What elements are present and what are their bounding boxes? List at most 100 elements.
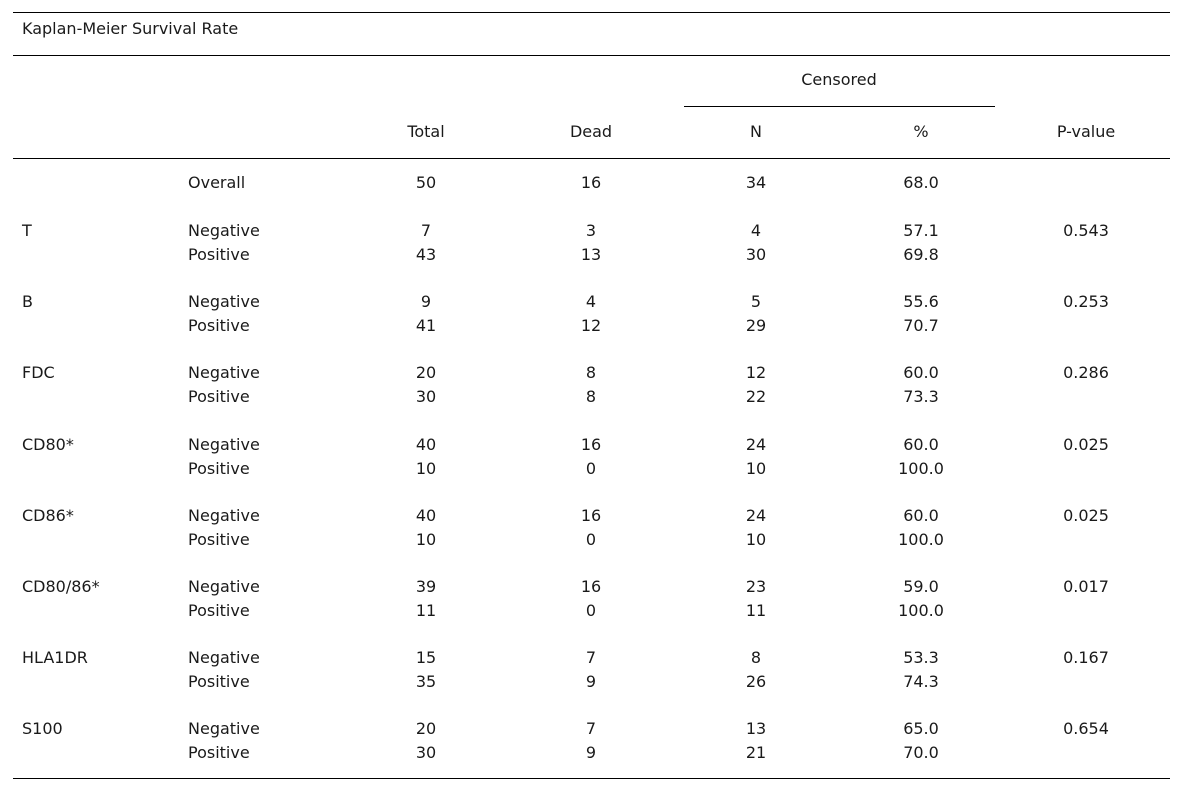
censored-n-cell: 10 [745, 530, 767, 549]
censored-percent-cell: 59.0 [903, 577, 939, 596]
censored-n-cell: 5 [750, 292, 762, 311]
censored-n-cell: 11 [745, 601, 767, 620]
censored-n-cell: 24 [745, 435, 767, 454]
censored-n-cell: 4 [750, 221, 762, 240]
p-value: 0.654 [1063, 719, 1109, 738]
censored-percent-cell: 60.0 [903, 363, 939, 382]
dead-cell: 8 [585, 363, 597, 382]
status-label: Positive [188, 316, 250, 335]
censored-percent-cell: 53.3 [903, 648, 939, 667]
status-label: Negative [188, 719, 260, 738]
table-top-rule [13, 12, 1170, 13]
p-value: 0.017 [1063, 577, 1109, 596]
censored-span-rule [684, 106, 995, 107]
status-label: Negative [188, 506, 260, 525]
status-label: Positive [188, 672, 250, 691]
censored-percent-cell: 69.8 [903, 245, 939, 264]
status-label: Negative [188, 363, 260, 382]
p-value: 0.025 [1063, 435, 1109, 454]
status-label: Positive [188, 459, 250, 478]
dead-cell: 8 [585, 387, 597, 406]
table-caption: Kaplan-Meier Survival Rate [22, 19, 239, 38]
censored-percent-cell: 57.1 [903, 221, 939, 240]
p-value: 0.167 [1063, 648, 1109, 667]
censored-n-cell: 26 [745, 672, 767, 691]
censored-n-cell: 22 [745, 387, 767, 406]
marker-name: CD80/86* [22, 577, 100, 596]
header-dead: Dead [569, 122, 613, 141]
total-cell: 40 [415, 506, 437, 525]
dead-cell: 9 [585, 672, 597, 691]
total-cell: 15 [415, 648, 437, 667]
total-cell: 30 [415, 743, 437, 762]
p-value: 0.025 [1063, 506, 1109, 525]
censored-n-cell: 13 [745, 719, 767, 738]
dead-cell: 13 [580, 245, 602, 264]
header-total: Total [407, 122, 445, 141]
dead-cell: 16 [580, 577, 602, 596]
overall-total: 50 [415, 173, 437, 192]
status-label: Positive [188, 387, 250, 406]
status-label: Negative [188, 577, 260, 596]
header-n: N [750, 122, 762, 141]
censored-n-cell: 24 [745, 506, 767, 525]
table-bottom-rule [13, 778, 1170, 779]
censored-n-cell: 8 [750, 648, 762, 667]
censored-percent-cell: 60.0 [903, 506, 939, 525]
censored-percent-cell: 73.3 [903, 387, 939, 406]
status-label: Positive [188, 530, 250, 549]
overall-censored-percent: 68.0 [903, 173, 939, 192]
dead-cell: 7 [585, 648, 597, 667]
censored-percent-cell: 70.7 [903, 316, 939, 335]
censored-percent-cell: 74.3 [903, 672, 939, 691]
marker-name: HLA1DR [22, 648, 88, 667]
marker-name: CD86* [22, 506, 74, 525]
marker-name: CD80* [22, 435, 74, 454]
censored-percent-cell: 60.0 [903, 435, 939, 454]
p-value: 0.286 [1063, 363, 1109, 382]
censored-percent-cell: 100.0 [898, 459, 944, 478]
caption-rule [13, 55, 1170, 56]
header-percent: % [913, 122, 929, 141]
censored-n-cell: 30 [745, 245, 767, 264]
status-label: Negative [188, 221, 260, 240]
censored-percent-cell: 100.0 [898, 601, 944, 620]
total-cell: 10 [415, 530, 437, 549]
header-bottom-rule [13, 158, 1170, 159]
total-cell: 40 [415, 435, 437, 454]
dead-cell: 0 [585, 530, 597, 549]
dead-cell: 4 [585, 292, 597, 311]
total-cell: 41 [415, 316, 437, 335]
total-cell: 7 [420, 221, 432, 240]
total-cell: 35 [415, 672, 437, 691]
total-cell: 43 [415, 245, 437, 264]
dead-cell: 0 [585, 601, 597, 620]
total-cell: 9 [420, 292, 432, 311]
censored-n-cell: 10 [745, 459, 767, 478]
marker-name: B [22, 292, 33, 311]
dead-cell: 0 [585, 459, 597, 478]
censored-n-cell: 23 [745, 577, 767, 596]
status-label: Positive [188, 245, 250, 264]
marker-name: T [22, 221, 32, 240]
total-cell: 20 [415, 719, 437, 738]
censored-percent-cell: 70.0 [903, 743, 939, 762]
status-label: Positive [188, 743, 250, 762]
total-cell: 30 [415, 387, 437, 406]
status-label: Negative [188, 648, 260, 667]
total-cell: 20 [415, 363, 437, 382]
censored-n-cell: 29 [745, 316, 767, 335]
overall-censored-n: 34 [745, 173, 767, 192]
status-label: Negative [188, 435, 260, 454]
dead-cell: 3 [585, 221, 597, 240]
censored-percent-cell: 65.0 [903, 719, 939, 738]
p-value: 0.543 [1063, 221, 1109, 240]
censored-n-cell: 21 [745, 743, 767, 762]
status-label: Positive [188, 601, 250, 620]
dead-cell: 7 [585, 719, 597, 738]
p-value: 0.253 [1063, 292, 1109, 311]
marker-name: FDC [22, 363, 55, 382]
censored-percent-cell: 55.6 [903, 292, 939, 311]
overall-dead: 16 [580, 173, 602, 192]
